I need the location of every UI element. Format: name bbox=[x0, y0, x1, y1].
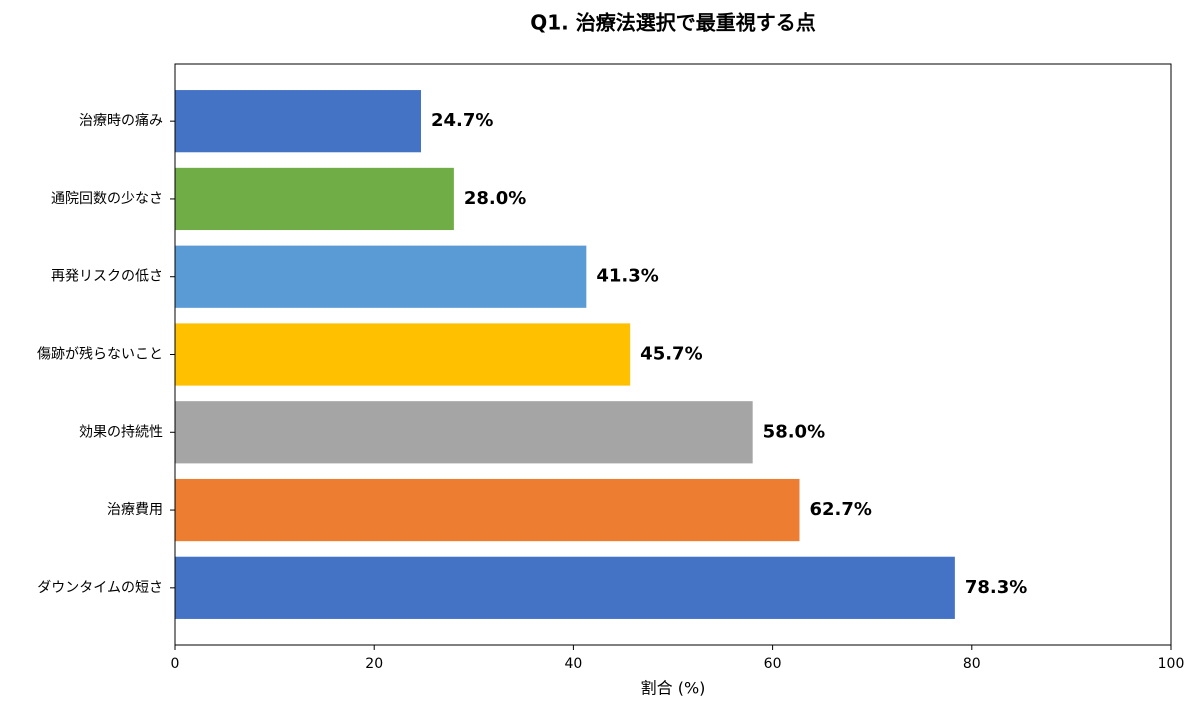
x-tick-label: 100 bbox=[1158, 656, 1185, 672]
value-label: 28.0% bbox=[464, 188, 526, 209]
bar bbox=[175, 245, 587, 308]
value-label: 41.3% bbox=[596, 266, 658, 287]
bar bbox=[175, 401, 753, 464]
bar bbox=[175, 323, 631, 386]
x-tick-label: 20 bbox=[365, 656, 383, 672]
y-tick-label: ダウンタイムの短さ bbox=[37, 580, 163, 596]
y-tick-label: 効果の持続性 bbox=[79, 423, 163, 440]
bar bbox=[175, 167, 454, 231]
value-label: 24.7% bbox=[431, 110, 493, 131]
value-label: 62.7% bbox=[809, 499, 871, 520]
bar bbox=[175, 90, 422, 153]
bar bbox=[175, 556, 955, 619]
x-tick-label: 60 bbox=[764, 656, 782, 672]
x-tick-label: 40 bbox=[564, 656, 582, 672]
y-tick-label: 治療費用 bbox=[107, 501, 163, 518]
y-tick-label: 治療時の痛み bbox=[79, 112, 163, 129]
y-tick-label: 通院回数の少なさ bbox=[51, 191, 163, 207]
x-tick-label: 0 bbox=[171, 656, 180, 672]
y-tick-label: 傷跡が残らないこと bbox=[37, 347, 163, 363]
x-axis-label: 割合 (%) bbox=[641, 679, 706, 698]
value-label: 58.0% bbox=[763, 421, 825, 442]
chart-title: Q1. 治療法選択で最重視する点 bbox=[530, 11, 815, 35]
value-label: 45.7% bbox=[640, 344, 702, 365]
bar bbox=[175, 478, 800, 542]
value-label: 78.3% bbox=[965, 577, 1027, 598]
plot-frame bbox=[174, 63, 1172, 646]
y-tick-label: 再発リスクの低さ bbox=[51, 269, 163, 285]
x-tick-label: 80 bbox=[963, 656, 981, 672]
